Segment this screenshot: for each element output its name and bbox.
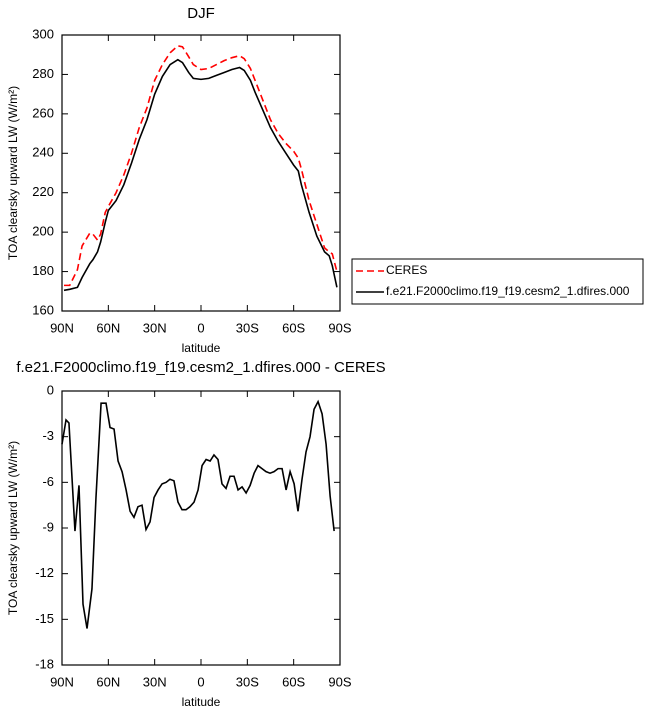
x-tick-label: 90S xyxy=(328,320,351,335)
plot-frame xyxy=(61,34,341,312)
y-tick-label: 0 xyxy=(47,382,54,397)
x-tick-label: 90N xyxy=(50,320,74,335)
y-tick-label: 240 xyxy=(32,145,54,160)
x-tick-label: 90S xyxy=(328,674,351,689)
plot-frame xyxy=(61,390,341,666)
y-tick-label: 180 xyxy=(32,263,54,278)
y-tick-label: -15 xyxy=(35,611,54,626)
y-tick-label: 160 xyxy=(32,302,54,317)
legend-label: CERES xyxy=(386,263,427,277)
y-tick-label: 280 xyxy=(32,66,54,81)
y-tick-label: 300 xyxy=(32,26,54,41)
data-line xyxy=(63,58,338,292)
chart-title: f.e21.F2000climo.f19_f19.cesm2_1.dfires.… xyxy=(16,359,385,376)
legend-label: f.e21.F2000climo.f19_f19.cesm2_1.dfires.… xyxy=(386,284,630,298)
y-axis-label: TOA clearsky upward LW (W/m²) xyxy=(6,86,20,260)
y-tick-label: -9 xyxy=(42,519,54,534)
x-tick-label: 30N xyxy=(143,674,167,689)
x-tick-label: 0 xyxy=(197,674,204,689)
x-axis-label: latitude xyxy=(182,341,221,355)
x-tick-label: 60S xyxy=(282,320,305,335)
chart-title: DJF xyxy=(187,5,215,22)
data-line xyxy=(61,399,335,629)
x-tick-label: 30N xyxy=(143,320,167,335)
x-tick-label: 30S xyxy=(236,320,259,335)
y-tick-label: -18 xyxy=(35,656,54,671)
x-tick-label: 0 xyxy=(197,320,204,335)
y-tick-label: 200 xyxy=(32,224,54,239)
x-axis-label: latitude xyxy=(182,695,221,709)
x-tick-label: 30S xyxy=(236,674,259,689)
y-axis-label: TOA clearsky upward LW (W/m²) xyxy=(6,441,20,615)
x-tick-label: 60N xyxy=(96,320,120,335)
y-tick-label: -3 xyxy=(42,428,54,443)
y-tick-label: 220 xyxy=(32,184,54,199)
data-line xyxy=(64,44,338,287)
x-tick-label: 60N xyxy=(96,674,120,689)
x-tick-label: 60S xyxy=(282,674,305,689)
y-tick-label: 260 xyxy=(32,105,54,120)
y-tick-label: -12 xyxy=(35,565,54,580)
legend-box xyxy=(351,258,644,305)
y-tick-label: -6 xyxy=(42,474,54,489)
x-tick-label: 90N xyxy=(50,674,74,689)
